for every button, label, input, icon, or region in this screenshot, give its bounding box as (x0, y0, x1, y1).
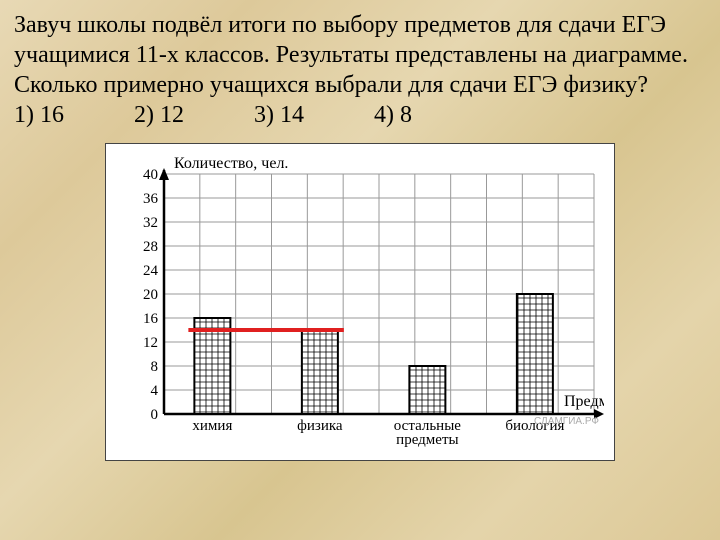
bar (302, 330, 338, 414)
ytick-label: 16 (143, 311, 159, 327)
option-2[interactable]: 2) 12 (134, 102, 184, 129)
bar-chart: Количество, чел. 0 4 8 12 16 20 24 28 32 36 40 химия… (116, 154, 604, 454)
question-text: Завуч школы подвёл итоги по выбору предм… (0, 0, 720, 100)
category-label: химия (192, 418, 232, 434)
category-label: предметы (396, 432, 458, 448)
ytick-label: 24 (143, 263, 159, 279)
ytick-label: 28 (143, 239, 158, 255)
option-4[interactable]: 4) 8 (374, 102, 412, 129)
ytick-label: 36 (143, 191, 159, 207)
bar (409, 366, 445, 414)
x-axis-title: Предметы (564, 393, 604, 410)
ytick-label: 12 (143, 335, 158, 351)
option-1[interactable]: 1) 16 (14, 102, 64, 129)
chart-container: Количество, чел. 0 4 8 12 16 20 24 28 32 36 40 химия… (105, 143, 615, 461)
watermark: СДАМГИА.РФ (534, 416, 599, 427)
category-label: физика (297, 418, 343, 434)
bar (517, 294, 553, 414)
option-3[interactable]: 3) 14 (254, 102, 304, 129)
answer-options: 1) 16 2) 12 3) 14 4) 8 (0, 100, 720, 135)
ytick-label: 8 (151, 359, 159, 375)
y-axis-title: Количество, чел. (174, 155, 288, 172)
ytick-label: 0 (151, 407, 159, 423)
ytick-label: 4 (151, 383, 159, 399)
ytick-label: 32 (143, 215, 158, 231)
ytick-label: 20 (143, 287, 158, 303)
ytick-label: 40 (143, 167, 158, 183)
bar (194, 318, 230, 414)
